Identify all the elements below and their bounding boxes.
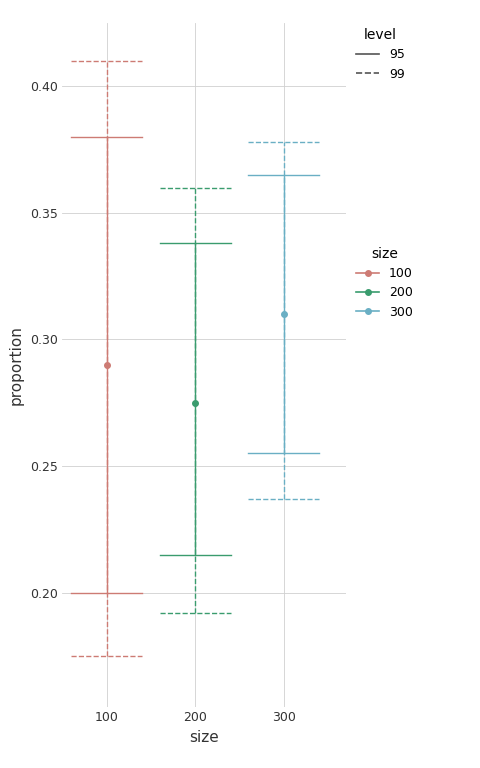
X-axis label: size: size xyxy=(189,730,219,745)
Legend: 100, 200, 300: 100, 200, 300 xyxy=(351,242,418,323)
Y-axis label: proportion: proportion xyxy=(9,325,24,405)
